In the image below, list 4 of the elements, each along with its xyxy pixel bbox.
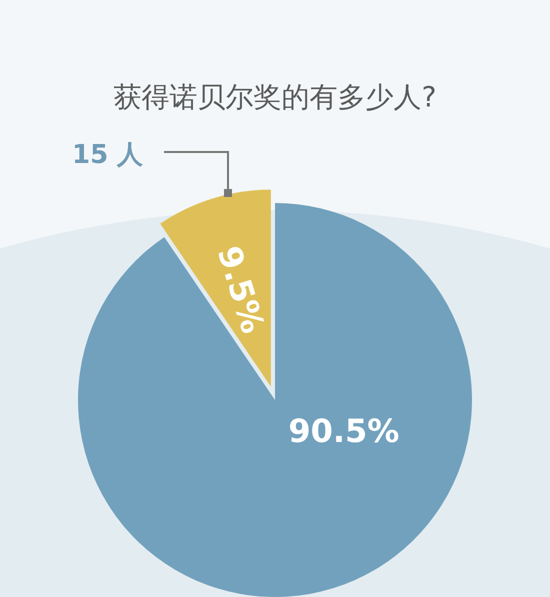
chart-title: 获得诺贝尔奖的有多少人? [114, 80, 436, 114]
data-label: 9.5% [210, 242, 272, 338]
text: 15 人 [72, 140, 144, 170]
data-label: 90.5% [288, 412, 400, 450]
